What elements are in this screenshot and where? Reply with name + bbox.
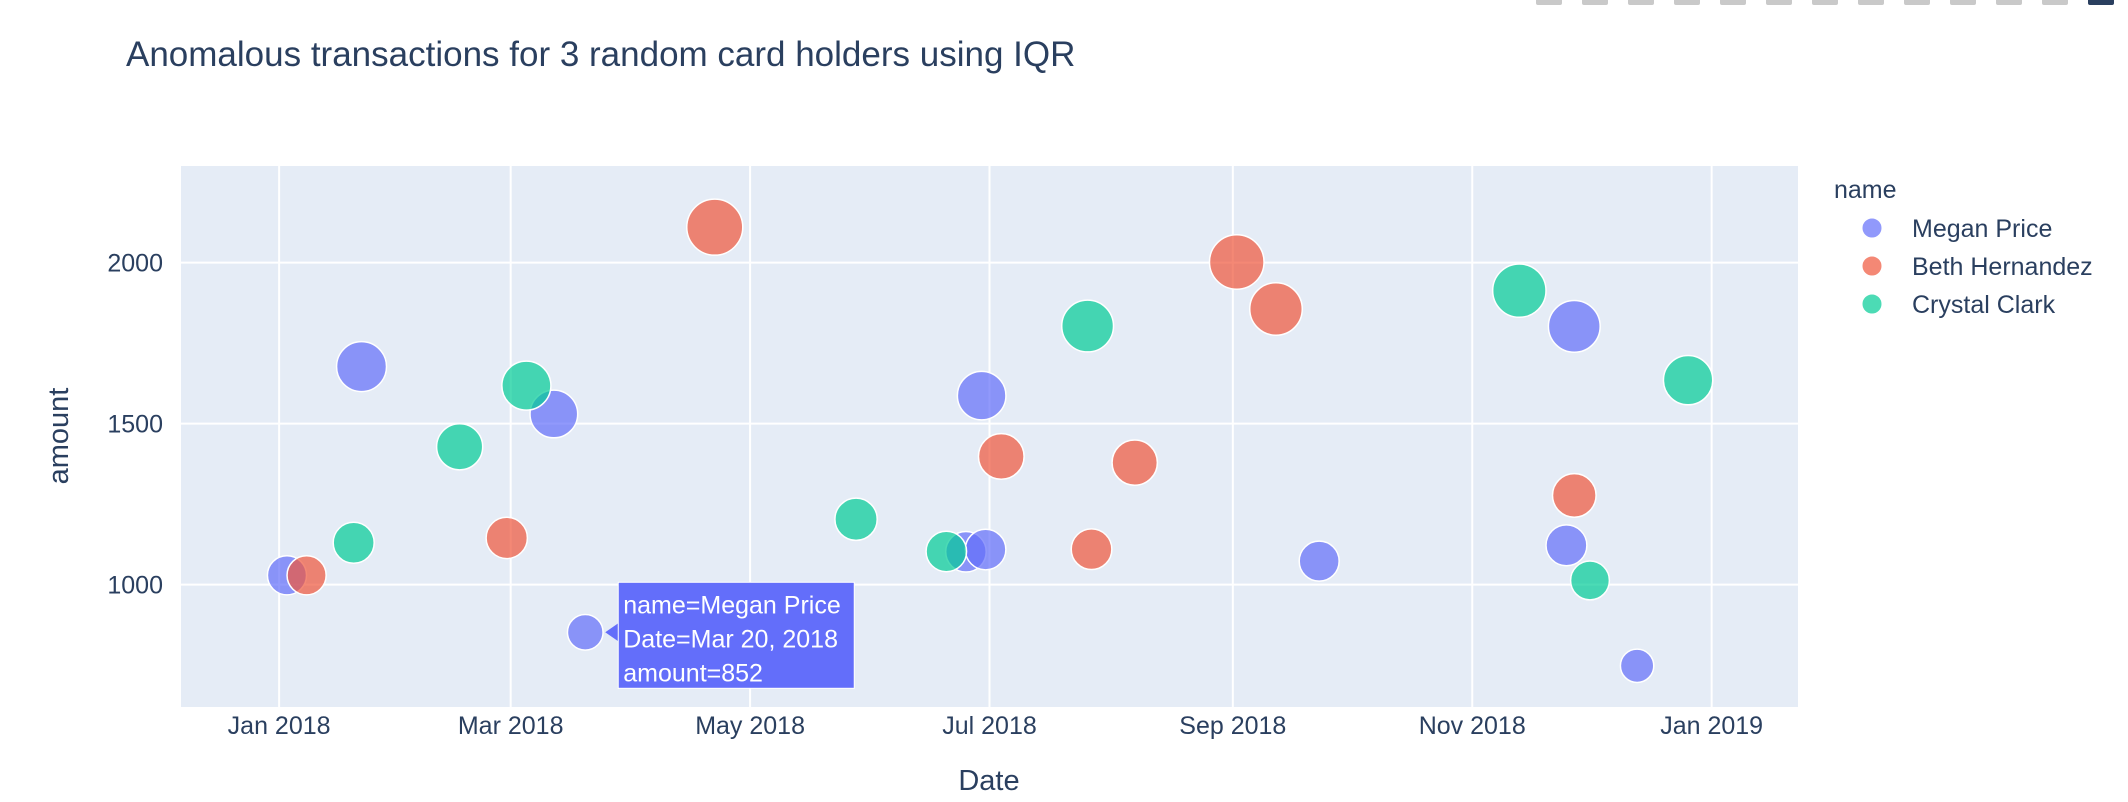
tooltip-box bbox=[617, 581, 855, 689]
legend-item-label: Megan Price bbox=[1912, 215, 2052, 243]
x-tick-label: Mar 2018 bbox=[458, 712, 564, 740]
data-point bbox=[1569, 560, 1611, 601]
y-axis-ticks: 1000 1500 2000 bbox=[107, 250, 163, 600]
data-point bbox=[566, 613, 604, 651]
y-tick-label: 2000 bbox=[107, 250, 163, 278]
data-point bbox=[1070, 528, 1113, 571]
y-axis-title: amount bbox=[43, 388, 75, 485]
data-point bbox=[964, 528, 1007, 571]
chart-title: Anomalous transactions for 3 random card… bbox=[126, 35, 1075, 74]
tooltip-line: name=Megan Price bbox=[623, 591, 840, 619]
data-point bbox=[1619, 648, 1655, 684]
x-tick-label: Jul 2018 bbox=[942, 712, 1037, 740]
tooltip-line: Date=Mar 20, 2018 bbox=[623, 625, 838, 653]
modebar-hover-closest-icon[interactable] bbox=[1996, 0, 2022, 5]
tooltip-line: amount=852 bbox=[623, 659, 763, 687]
data-point bbox=[335, 340, 388, 393]
modebar-pan-icon[interactable] bbox=[1628, 0, 1654, 5]
modebar-zoom-out-icon[interactable] bbox=[1812, 0, 1838, 5]
data-point bbox=[1547, 299, 1601, 353]
data-point bbox=[686, 198, 744, 256]
legend-item-label: Crystal Clark bbox=[1912, 291, 2056, 319]
y-tick-label: 1500 bbox=[107, 411, 163, 439]
x-tick-label: Nov 2018 bbox=[1419, 712, 1526, 740]
y-tick-label: 1000 bbox=[107, 572, 163, 600]
modebar-camera-icon[interactable] bbox=[1536, 0, 1562, 5]
x-tick-label: Jan 2019 bbox=[1660, 712, 1763, 740]
legend-item-label: Beth Hernandez bbox=[1912, 253, 2093, 281]
data-point bbox=[1551, 472, 1597, 518]
x-axis-title: Date bbox=[958, 765, 1019, 797]
modebar-zoom-in-icon[interactable] bbox=[1766, 0, 1792, 5]
data-point bbox=[1662, 354, 1714, 406]
x-tick-label: Jan 2018 bbox=[228, 712, 331, 740]
data-points bbox=[266, 198, 1714, 684]
modebar-spike-lines-icon[interactable] bbox=[1950, 0, 1976, 5]
x-axis-ticks: Jan 2018 Mar 2018 May 2018 Jul 2018 Sep 2018… bbox=[228, 712, 1763, 740]
data-point bbox=[925, 530, 968, 573]
data-point bbox=[1298, 540, 1340, 582]
data-point bbox=[435, 423, 484, 471]
data-point bbox=[956, 370, 1007, 421]
data-point bbox=[1545, 524, 1588, 567]
data-point bbox=[1208, 233, 1265, 290]
modebar-zoom-icon[interactable] bbox=[1582, 0, 1608, 5]
modebar-reset-axes-icon[interactable] bbox=[1904, 0, 1930, 5]
hover-tooltip: name=Megan Price Date=Mar 20, 2018 amount=… bbox=[605, 581, 855, 689]
modebar-hover-compare-icon[interactable] bbox=[2042, 0, 2068, 5]
modebar bbox=[1536, 0, 2114, 6]
tooltip-pointer bbox=[605, 623, 619, 642]
data-point bbox=[286, 554, 327, 596]
data-point bbox=[977, 432, 1025, 481]
modebar-lasso-icon[interactable] bbox=[1720, 0, 1746, 5]
modebar-autoscale-icon[interactable] bbox=[1858, 0, 1884, 5]
legend-marker bbox=[1861, 293, 1883, 315]
x-tick-label: May 2018 bbox=[695, 712, 805, 740]
legend: name Megan Price Beth Hernandez Crystal Cl… bbox=[1834, 176, 2093, 319]
data-point bbox=[1491, 263, 1547, 319]
data-point bbox=[1060, 299, 1115, 353]
data-point bbox=[332, 521, 375, 565]
modebar-box-select-icon[interactable] bbox=[1674, 0, 1700, 5]
data-point bbox=[1111, 439, 1159, 486]
legend-marker bbox=[1861, 217, 1883, 239]
data-point bbox=[1248, 281, 1304, 336]
data-point bbox=[501, 360, 552, 411]
x-tick-label: Sep 2018 bbox=[1179, 712, 1286, 740]
legend-title: name bbox=[1834, 176, 1897, 204]
data-point bbox=[485, 516, 529, 560]
data-point bbox=[834, 497, 878, 542]
modebar-plotly-logo-icon[interactable] bbox=[2088, 0, 2114, 5]
legend-marker bbox=[1861, 255, 1883, 277]
